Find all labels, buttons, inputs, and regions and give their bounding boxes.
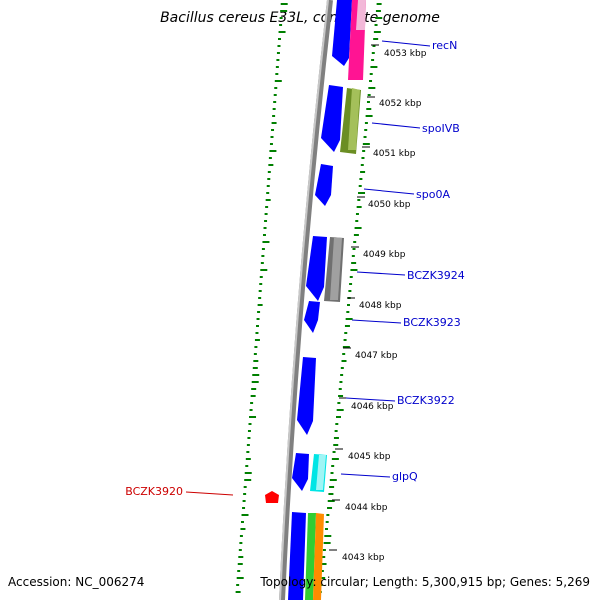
map-title: Bacillus cereus E33L, complete genome [160, 10, 440, 26]
cds-glpQ [292, 453, 309, 491]
block-pink-light [356, 0, 366, 30]
block-green [305, 513, 316, 600]
cds-annotation-track [305, 0, 366, 600]
kbp-label: 4047 kbp [355, 351, 398, 361]
cds-BCZK3923 [304, 301, 320, 333]
cds-recN [332, 0, 352, 66]
genome-backbone-highlight [279, 0, 329, 600]
gene-label-BCZK3924[interactable]: BCZK3924 [407, 269, 465, 282]
cds-forward-track [288, 0, 352, 600]
accession-text: Accession: NC_006274 [8, 575, 144, 589]
kbp-scale: 4053 kbp 4052 kbp 4051 kbp 4050 kbp 4049… [329, 44, 427, 563]
block-orange [313, 513, 324, 600]
gc-content-track-outer [235, 3, 288, 593]
cds-spo0A [315, 164, 333, 206]
cds-forward-bottom [288, 512, 306, 600]
gene-label-BCZK3923[interactable]: BCZK3923 [403, 316, 461, 329]
kbp-label: 4048 kbp [359, 301, 402, 311]
feature-marker-BCZK3920 [265, 491, 279, 503]
kbp-label: 4050 kbp [368, 200, 411, 210]
gene-label-spo0A[interactable]: spo0A [416, 188, 450, 201]
cds-spoIVB [321, 85, 343, 152]
kbp-label: 4045 kbp [348, 452, 391, 462]
kbp-label: 4044 kbp [345, 503, 388, 513]
kbp-label: 4052 kbp [379, 99, 422, 109]
kbp-label: 4043 kbp [342, 553, 385, 563]
kbp-label: 4053 kbp [384, 49, 427, 59]
genome-backbone [279, 0, 333, 600]
kbp-label: 4046 kbp [351, 402, 394, 412]
topology-text: Topology: circular; Length: 5,300,915 bp… [259, 575, 590, 589]
block-gray-light [330, 237, 342, 300]
kbp-label: 4049 kbp [363, 250, 406, 260]
gene-labels: recN spoIVB spo0A BCZK3924 BCZK3923 BCZK… [125, 39, 465, 498]
cds-BCZK3924 [306, 236, 327, 301]
gene-label-BCZK3922[interactable]: BCZK3922 [397, 394, 455, 407]
gene-label-glpQ[interactable]: glpQ [392, 470, 418, 483]
gene-label-spoIVB[interactable]: spoIVB [422, 122, 460, 135]
cds-BCZK3922 [297, 357, 316, 435]
block-olive-light [348, 88, 360, 150]
gene-label-recN[interactable]: recN [432, 39, 457, 52]
block-cyan-light [316, 455, 326, 490]
gene-label-BCZK3920[interactable]: BCZK3920 [125, 485, 183, 498]
gc-content-track-inner [318, 3, 383, 593]
kbp-label: 4051 kbp [373, 149, 416, 159]
